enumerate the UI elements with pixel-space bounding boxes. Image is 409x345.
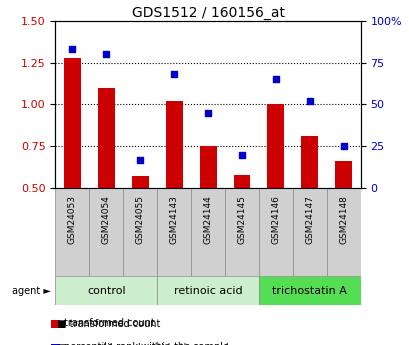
Bar <box>157 276 258 305</box>
Point <box>103 51 109 57</box>
Text: ■ percentile rank within the sample: ■ percentile rank within the sample <box>51 343 234 345</box>
Text: GSM24143: GSM24143 <box>169 195 178 244</box>
Bar <box>199 146 216 272</box>
Text: ■ transformed count: ■ transformed count <box>51 319 160 329</box>
Point <box>204 110 211 116</box>
Bar <box>157 188 191 276</box>
Bar <box>55 188 89 276</box>
Bar <box>292 188 326 276</box>
Text: GSM24145: GSM24145 <box>237 195 246 244</box>
Text: trichostatin A: trichostatin A <box>272 286 346 296</box>
Point <box>171 71 177 77</box>
Bar <box>301 136 318 272</box>
Point <box>340 144 346 149</box>
Bar <box>191 188 225 276</box>
Text: GSM24148: GSM24148 <box>339 195 348 244</box>
Text: GSM24147: GSM24147 <box>305 195 314 244</box>
Text: GSM24146: GSM24146 <box>271 195 280 244</box>
Text: agent ►: agent ► <box>12 286 51 296</box>
Point <box>272 77 279 82</box>
Bar <box>225 188 258 276</box>
Bar <box>165 101 182 272</box>
Text: control: control <box>87 286 125 296</box>
Point <box>69 46 75 52</box>
Bar <box>326 188 360 276</box>
Bar <box>267 104 284 272</box>
Bar <box>97 88 115 272</box>
Text: GSM24144: GSM24144 <box>203 195 212 244</box>
Text: GSM24055: GSM24055 <box>135 195 144 244</box>
Bar <box>258 276 360 305</box>
Point <box>306 98 312 104</box>
Bar <box>233 175 250 272</box>
Text: GSM24053: GSM24053 <box>67 195 76 244</box>
Point <box>238 152 245 157</box>
Bar <box>131 176 148 272</box>
Bar <box>258 188 292 276</box>
Bar <box>123 188 157 276</box>
Text: percentile rank within the sample: percentile rank within the sample <box>64 343 229 345</box>
Text: transformed count: transformed count <box>64 318 155 328</box>
Bar <box>89 188 123 276</box>
Text: GSM24054: GSM24054 <box>101 195 110 244</box>
Bar <box>335 161 351 272</box>
Title: GDS1512 / 160156_at: GDS1512 / 160156_at <box>131 6 284 20</box>
Text: retinoic acid: retinoic acid <box>173 286 242 296</box>
Bar <box>64 58 81 272</box>
Point <box>137 157 143 162</box>
Bar <box>55 276 157 305</box>
